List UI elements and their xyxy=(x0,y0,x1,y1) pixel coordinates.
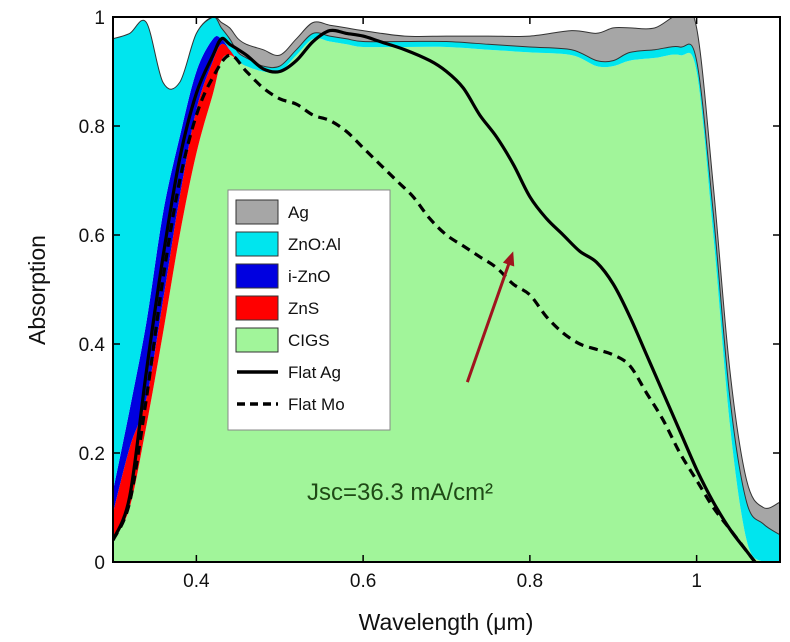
line-flat-ag xyxy=(113,28,757,562)
legend-label: ZnS xyxy=(288,299,319,318)
y-tick-label: 0.4 xyxy=(79,335,106,356)
legend-label: Flat Ag xyxy=(288,363,341,382)
legend-swatch xyxy=(235,327,279,353)
x-axis-title: Wavelength (μm) xyxy=(359,609,534,635)
x-axis-ticks: 0.4 0.6 0.8 1 xyxy=(183,17,702,592)
y-tick-label: 0.6 xyxy=(79,226,105,247)
x-tick-label: 0.4 xyxy=(183,571,210,592)
y-tick-label: 1 xyxy=(94,8,105,29)
jsc-annotation: Jsc=36.3 mA/cm² xyxy=(307,479,493,506)
x-tick-label: 0.8 xyxy=(517,571,543,592)
arrow-shaft xyxy=(465,258,512,383)
legend-item-cigs: CIGS xyxy=(235,327,330,353)
legend-swatch xyxy=(235,199,279,225)
area-cigs xyxy=(113,38,780,562)
legend-label: ZnO:Al xyxy=(288,235,341,254)
legend-swatch xyxy=(235,263,279,289)
legend-label: i-ZnO xyxy=(288,267,331,286)
legend-label: Ag xyxy=(288,203,309,222)
legend-label: Flat Mo xyxy=(288,395,345,414)
legend-item-zno-al: ZnO:Al xyxy=(235,231,341,257)
arrow-head xyxy=(502,251,515,267)
reference-lines xyxy=(113,28,757,562)
legend-label: CIGS xyxy=(288,331,330,350)
legend-item-ag: Ag xyxy=(235,199,309,225)
y-tick-label: 0.2 xyxy=(79,444,105,465)
legend-swatch xyxy=(235,231,279,257)
stacked-area-layers xyxy=(113,17,780,562)
legend-item-i-zno: i-ZnO xyxy=(235,263,331,289)
legend: Ag ZnO:Al i-ZnO ZnS CIGS Flat Ag Flat Mo xyxy=(227,189,391,431)
x-tick-label: 1 xyxy=(691,571,702,592)
y-axis-ticks: 0 0.2 0.4 0.6 0.8 1 xyxy=(79,8,780,574)
y-tick-label: 0 xyxy=(94,553,105,574)
y-tick-label: 0.8 xyxy=(79,117,105,138)
line-flat-mo xyxy=(113,53,757,562)
legend-swatch xyxy=(235,295,279,321)
legend-item-flat-ag: Flat Ag xyxy=(237,363,341,382)
area-ag xyxy=(113,17,780,536)
plot-frame xyxy=(112,16,781,563)
x-tick-label: 0.6 xyxy=(350,571,376,592)
trend-arrow xyxy=(465,251,515,383)
y-axis-title: Absorption xyxy=(24,235,50,345)
legend-item-zns: ZnS xyxy=(235,295,319,321)
legend-item-flat-mo: Flat Mo xyxy=(237,395,345,414)
